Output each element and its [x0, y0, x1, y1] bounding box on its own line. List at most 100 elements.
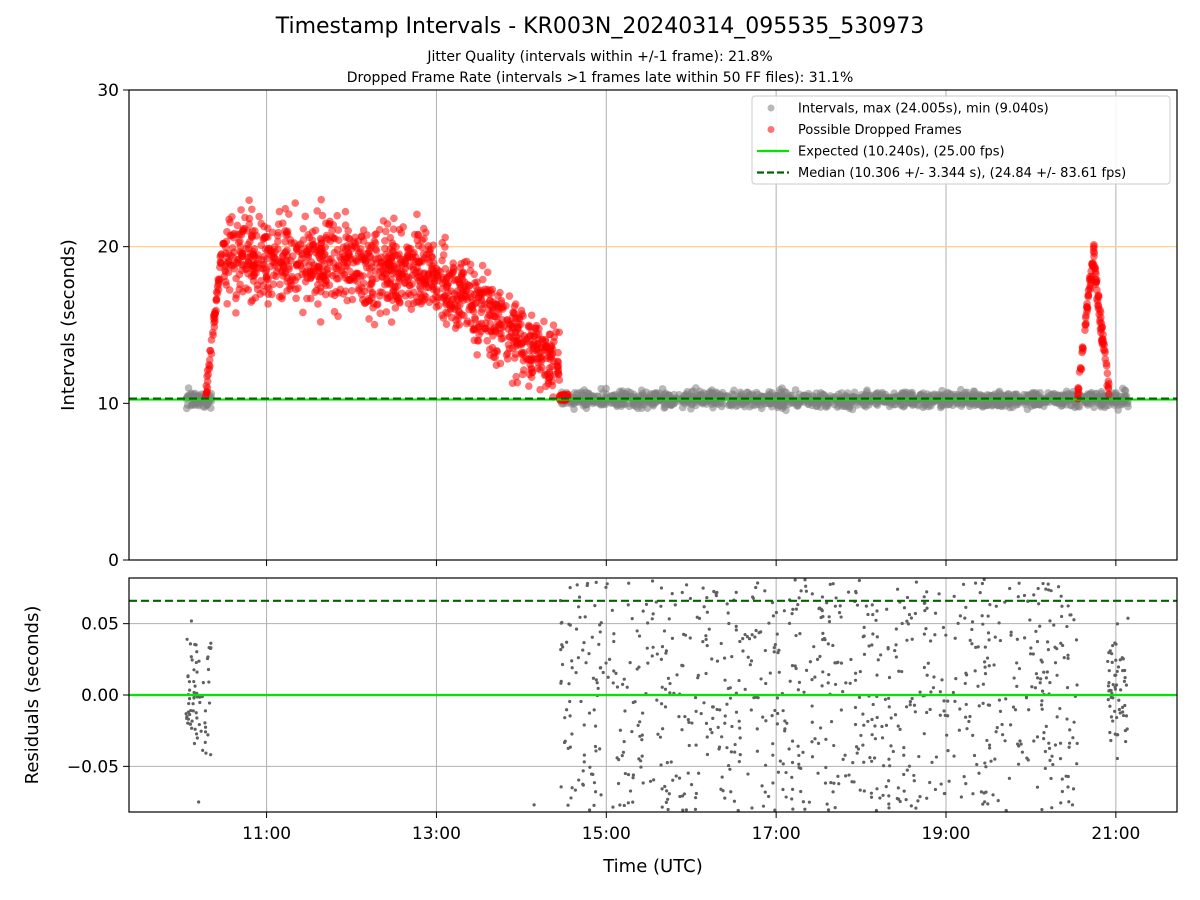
residual-point	[783, 729, 787, 733]
residual-point	[1040, 707, 1044, 711]
residual-point	[197, 659, 201, 663]
residual-point	[1075, 762, 1079, 766]
dropped-frame-point	[221, 243, 230, 252]
dropped-frame-point	[283, 274, 292, 282]
dropped-frame-point	[506, 332, 514, 341]
dropped-frame-point	[232, 291, 241, 299]
residual-point	[870, 643, 874, 647]
dropped-frame-point	[235, 270, 244, 279]
residual-point	[886, 647, 890, 651]
dropped-frame-point	[392, 291, 401, 300]
dropped-frame-point	[254, 255, 263, 263]
residual-point	[957, 728, 961, 732]
residual-point	[912, 773, 916, 778]
legend-median-label: Median (10.306 +/- 3.344 s), (24.84 +/- …	[798, 166, 1126, 181]
dropped-frame-point	[511, 300, 520, 308]
residual-point	[823, 781, 828, 785]
residual-point	[734, 590, 738, 594]
dropped-frame-point	[422, 228, 430, 237]
dropped-frame-point	[249, 277, 258, 285]
residual-point	[866, 612, 870, 617]
residual-point	[1030, 685, 1034, 689]
residual-point	[194, 732, 199, 736]
residual-point	[931, 686, 936, 690]
residual-point	[745, 634, 749, 639]
residual-point	[905, 638, 909, 642]
residual-point	[773, 708, 777, 713]
residual-point	[190, 726, 194, 730]
residual-point	[804, 589, 809, 593]
residual-point	[660, 645, 665, 649]
residual-point	[1011, 705, 1016, 709]
residual-point	[770, 714, 774, 718]
residual-point	[195, 716, 199, 720]
residual-point	[1060, 789, 1064, 794]
dropped-frame-point	[449, 267, 458, 276]
dropped-frame-point	[546, 371, 555, 379]
residual-point	[1109, 715, 1114, 719]
residual-point	[1035, 735, 1040, 739]
residual-point	[618, 728, 622, 732]
intervals-y-axis-label: Intervals (seconds)	[58, 239, 79, 411]
residual-point	[981, 701, 985, 705]
dropped-frame-point	[252, 232, 261, 240]
dropped-frame-point	[260, 252, 269, 261]
dropped-frame-point	[317, 236, 326, 244]
residual-point	[1001, 733, 1005, 737]
interval-point	[789, 399, 798, 407]
residual-point	[759, 677, 763, 681]
dropped-frame-point	[432, 286, 441, 294]
residual-point	[699, 711, 703, 716]
residual-point	[777, 670, 781, 674]
residual-point	[997, 621, 1001, 625]
residual-point	[986, 703, 990, 707]
residual-point	[922, 632, 926, 636]
residual-point	[797, 596, 801, 600]
residual-point	[1059, 614, 1064, 619]
residual-point	[768, 671, 772, 675]
dropped-frame-point	[529, 344, 538, 352]
dropped-frame-point	[341, 287, 350, 295]
dropped-frame-point	[466, 267, 475, 275]
dropped-frame-point	[350, 276, 359, 284]
residual-point	[581, 769, 585, 773]
residual-point	[1017, 667, 1022, 671]
dropped-frame-point	[393, 264, 402, 272]
residual-point	[593, 724, 598, 728]
residual-point	[896, 786, 900, 790]
residual-point	[825, 802, 829, 806]
dropped-frame-point	[250, 261, 259, 270]
residual-point	[803, 578, 807, 582]
residual-point	[639, 765, 643, 769]
residual-point	[704, 671, 708, 676]
residual-point	[897, 669, 901, 673]
residual-point	[777, 648, 781, 652]
residual-point	[924, 627, 928, 631]
residual-point	[1059, 801, 1063, 805]
dropped-frame-point	[428, 274, 436, 282]
residual-point	[582, 760, 586, 764]
dropped-frame-point	[414, 230, 422, 239]
dropped-frame-point	[486, 351, 494, 359]
residual-point	[670, 592, 674, 596]
dropped-frame-point	[403, 243, 411, 251]
residual-point	[1009, 630, 1013, 634]
residual-point	[813, 675, 817, 679]
residual-point	[195, 670, 199, 674]
residual-point	[819, 607, 823, 611]
residual-point	[982, 791, 986, 795]
residual-point	[791, 607, 795, 611]
residual-point	[566, 746, 570, 750]
dropped-frame-point	[517, 306, 526, 315]
residual-point	[638, 734, 642, 738]
residual-point	[1071, 736, 1075, 740]
dropped-frame-point	[1104, 390, 1113, 399]
residual-point	[970, 627, 974, 632]
residual-point	[1124, 683, 1129, 687]
residual-point	[910, 696, 914, 701]
residual-point	[1072, 720, 1076, 724]
dropped-frame-point	[443, 273, 452, 282]
residual-point	[977, 704, 981, 708]
residual-point	[711, 716, 715, 721]
dropped-frame-point	[279, 219, 287, 227]
